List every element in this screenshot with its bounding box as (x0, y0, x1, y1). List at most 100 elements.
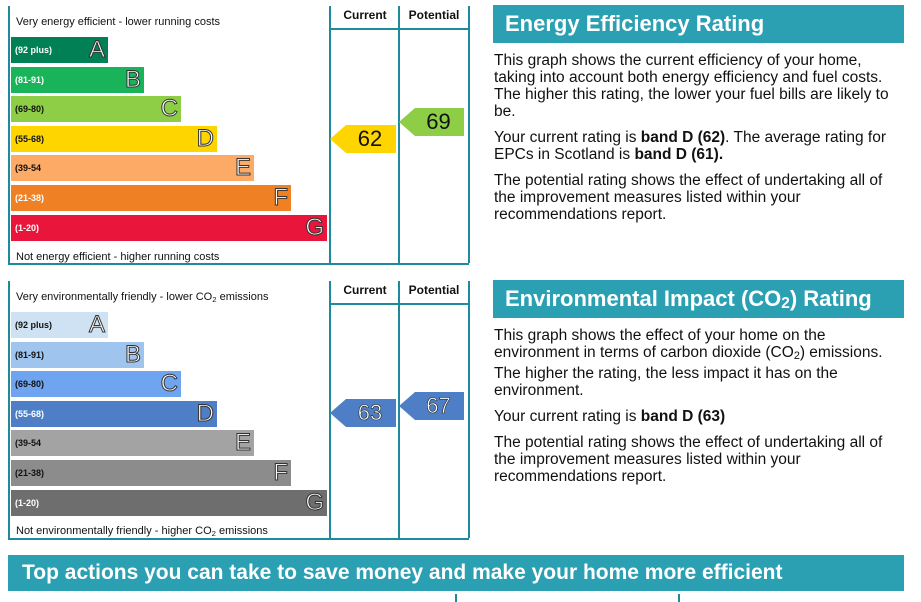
arrow-shape (330, 125, 396, 153)
potential-rating-arrow: 69 (399, 108, 464, 136)
label-text: emissions (216, 291, 269, 303)
band-letter: C (160, 370, 178, 398)
arrow-polygon (330, 125, 396, 153)
arrow-polygon (330, 399, 396, 427)
panel-title: Environmental Impact (CO2) Rating (493, 280, 904, 318)
rating-band-d: (55-68) D (11, 399, 217, 427)
chart-bottom-label: Not environmentally friendly - higher CO… (16, 525, 268, 538)
band-letter: E (234, 429, 251, 457)
potential-header: Potential (400, 281, 468, 305)
rating-band-d: (55-68) D (11, 124, 217, 152)
chart-top-label: Very environmentally friendly - lower CO… (16, 291, 269, 304)
current-header: Current (331, 6, 399, 30)
text: . The average rating for EPCs in Scotlan… (494, 129, 887, 163)
band-letter: E (234, 154, 251, 182)
potential-header: Potential (400, 6, 468, 30)
label-text: emissions (215, 525, 268, 537)
potential-rating-value: 67 (426, 393, 451, 419)
band-range: (21-38) (15, 468, 45, 478)
rating-band-f: (21-38) F (11, 184, 291, 212)
arrow-polygon (399, 392, 464, 420)
band-range: (92 plus) (15, 45, 53, 55)
arrow-polygon (399, 108, 464, 136)
panel-paragraph: The potential rating shows the effect of… (494, 434, 883, 485)
band-letter: B (124, 340, 141, 368)
rating-band-c: (69-80) C (11, 95, 181, 123)
label-subscript: 2 (212, 295, 217, 304)
rating-band-g: (1-20) G (11, 213, 327, 241)
band-letter: C (160, 95, 178, 123)
rating-band-a: (92 plus) A (11, 36, 108, 64)
arrow-shape (399, 108, 464, 136)
label-text: Not environmentally friendly - higher CO (16, 525, 212, 537)
band-range: (21-38) (15, 193, 45, 203)
current-column: Current (329, 281, 399, 538)
text: ) emissions. The higher the rating, the … (494, 344, 883, 399)
chart-bottom-label: Not energy efficient - higher running co… (16, 251, 220, 263)
label-text: Very environmentally friendly - lower CO (16, 291, 213, 303)
band-letter: F (273, 459, 289, 487)
energy-efficiency-panel: Energy Efficiency Rating This graph show… (493, 5, 904, 223)
band-range: (55-68) (15, 408, 45, 419)
band-letter: B (124, 65, 141, 93)
band-letter: A (88, 36, 105, 64)
arrow-shape (399, 392, 464, 420)
panel-paragraph: This graph shows the effect of your home… (494, 327, 904, 399)
potential-column: Potential (398, 6, 470, 263)
arrow-shape (330, 399, 396, 427)
potential-rating-arrow: 67 (399, 392, 464, 420)
rating-band-e: (39-54 E (11, 429, 254, 457)
potential-rating-value: 69 (426, 109, 451, 134)
band-range: (69-80) (15, 104, 45, 115)
band-range: (69-80) (15, 379, 45, 390)
rating-band-b: (81-91) B (11, 340, 144, 368)
subscript: 2 (793, 350, 800, 362)
title-subscript: 2 (781, 295, 790, 312)
band-letter: D (196, 399, 214, 427)
band-range: (92 plus) (15, 320, 53, 330)
bold-text: band D (62) (640, 129, 726, 146)
rating-band-a: (92 plus) A (11, 311, 108, 339)
energy-efficiency-chart: Very energy efficient - lower running co… (8, 6, 470, 265)
environmental-impact-chart: Very environmentally friendly - lower CO… (8, 281, 470, 540)
text: This graph shows the effect of your home… (494, 327, 826, 361)
rating-band-e: (39-54 E (11, 154, 254, 182)
panel-title: Energy Efficiency Rating (493, 5, 904, 43)
table-divider (455, 594, 457, 602)
current-rating-value: 62 (357, 126, 383, 151)
band-letter: G (305, 488, 325, 516)
chart-frame (8, 281, 469, 540)
title-text: Environmental Impact (CO (505, 286, 782, 311)
band-range: (81-91) (15, 349, 45, 360)
rating-band-c: (69-80) C (11, 370, 181, 398)
band-letter: D (196, 124, 214, 152)
text: Your current rating is (494, 129, 641, 146)
top-actions-banner: Top actions you can take to save money a… (8, 555, 904, 591)
environmental-impact-panel: Environmental Impact (CO2) Rating This g… (493, 280, 904, 485)
text: Your current rating is (494, 408, 641, 425)
band-letter: F (273, 184, 289, 212)
band-range: (1-20) (15, 497, 40, 508)
rating-band-f: (21-38) F (11, 459, 291, 487)
band-range: (39-54 (15, 163, 42, 174)
band-range: (81-91) (15, 74, 45, 85)
panel-paragraph: Your current rating is band D (62). The … (494, 129, 904, 163)
table-divider (678, 594, 680, 602)
current-column: Current (329, 6, 399, 263)
potential-column: Potential (398, 281, 470, 538)
bold-text: band D (63) (640, 408, 726, 425)
bold-text: band D (61). (634, 146, 724, 163)
chart-top-label: Very energy efficient - lower running co… (16, 16, 221, 28)
title-text: ) Rating (789, 286, 872, 311)
band-range: (1-20) (15, 222, 40, 233)
panel-paragraph: This graph shows the current efficiency … (494, 52, 889, 120)
band-range: (39-54 (15, 438, 42, 449)
current-rating-arrow: 62 (330, 125, 396, 153)
panel-paragraph: The potential rating shows the effect of… (494, 172, 883, 223)
band-letter: G (305, 213, 325, 241)
chart-frame (8, 6, 469, 265)
current-header: Current (331, 281, 399, 305)
band-range: (55-68) (15, 133, 45, 144)
rating-band-b: (81-91) B (11, 65, 144, 93)
current-rating-arrow: 63 (330, 399, 396, 427)
